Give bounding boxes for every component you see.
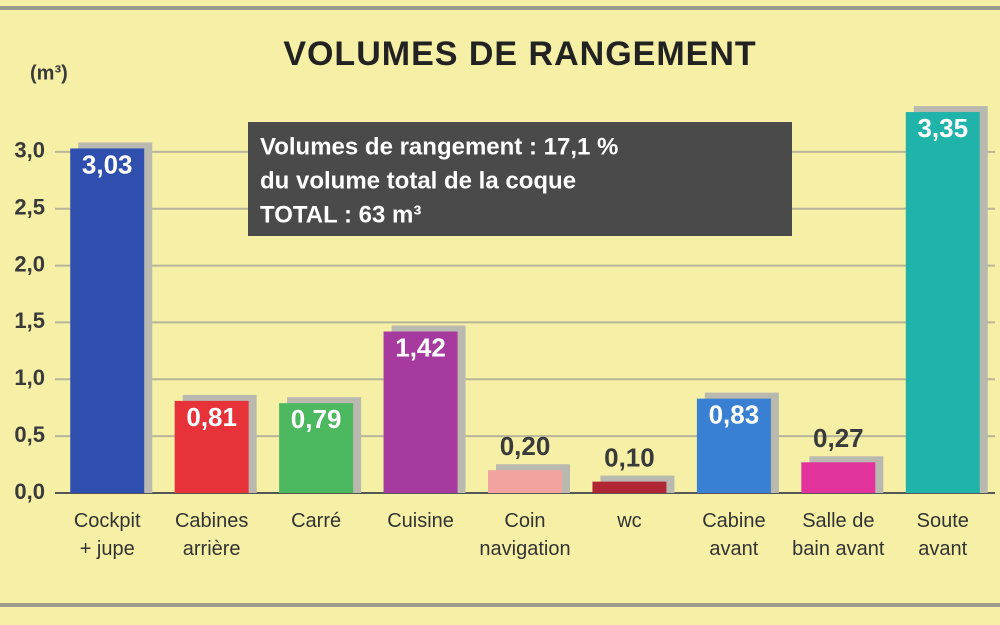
- y-tick-label: 0,5: [14, 422, 45, 447]
- annotation-text: Volumes de rangement : 17,1 %: [260, 133, 618, 160]
- x-tick-label: Coin navigation: [479, 510, 570, 560]
- bar: [801, 462, 876, 493]
- value-label: 1,42: [395, 332, 446, 362]
- value-label: 0,10: [604, 443, 655, 473]
- bar: [70, 148, 145, 493]
- value-label: 3,03: [82, 149, 133, 179]
- y-tick-label: 2,5: [14, 195, 45, 220]
- annotation-text: du volume total de la coque: [260, 167, 576, 194]
- x-tick-label: Cabines arrière: [175, 510, 248, 560]
- bar: [905, 112, 980, 494]
- frame: [0, 6, 1000, 607]
- x-tick-label: wc: [616, 510, 641, 532]
- x-tick-label: Cuisine: [387, 510, 454, 532]
- bar: [488, 470, 562, 493]
- annotation-box: [248, 122, 792, 236]
- x-tick-label: Soute avant: [917, 510, 969, 560]
- value-label: 0,83: [709, 399, 760, 429]
- bar: [592, 481, 667, 493]
- value-label: 0,81: [186, 402, 237, 432]
- value-label: 0,79: [291, 404, 342, 434]
- x-tick-label: Cabine avant: [702, 510, 765, 560]
- annotation-text: TOTAL : 63 m³: [260, 201, 421, 228]
- value-label: 0,20: [500, 431, 551, 461]
- y-tick-label: 1,5: [14, 308, 45, 333]
- bar: [174, 400, 249, 493]
- y-axis-label: (m³): [30, 62, 68, 84]
- y-tick-label: 1,0: [14, 365, 45, 390]
- value-label: 3,35: [917, 113, 968, 143]
- y-tick-label: 3,0: [14, 138, 45, 163]
- value-label: 0,27: [813, 423, 864, 453]
- x-tick-label: Salle de bain avant: [792, 510, 885, 560]
- x-tick-label: Carré: [291, 510, 341, 532]
- chart-title: VOLUMES DE RANGEMENT: [283, 35, 756, 73]
- bar: [279, 403, 354, 493]
- y-tick-label: 0,0: [14, 479, 45, 504]
- bar: [383, 331, 458, 493]
- bar: [696, 398, 771, 493]
- y-tick-label: 2,0: [14, 251, 45, 276]
- x-tick-label: Cockpit + jupe: [74, 510, 141, 560]
